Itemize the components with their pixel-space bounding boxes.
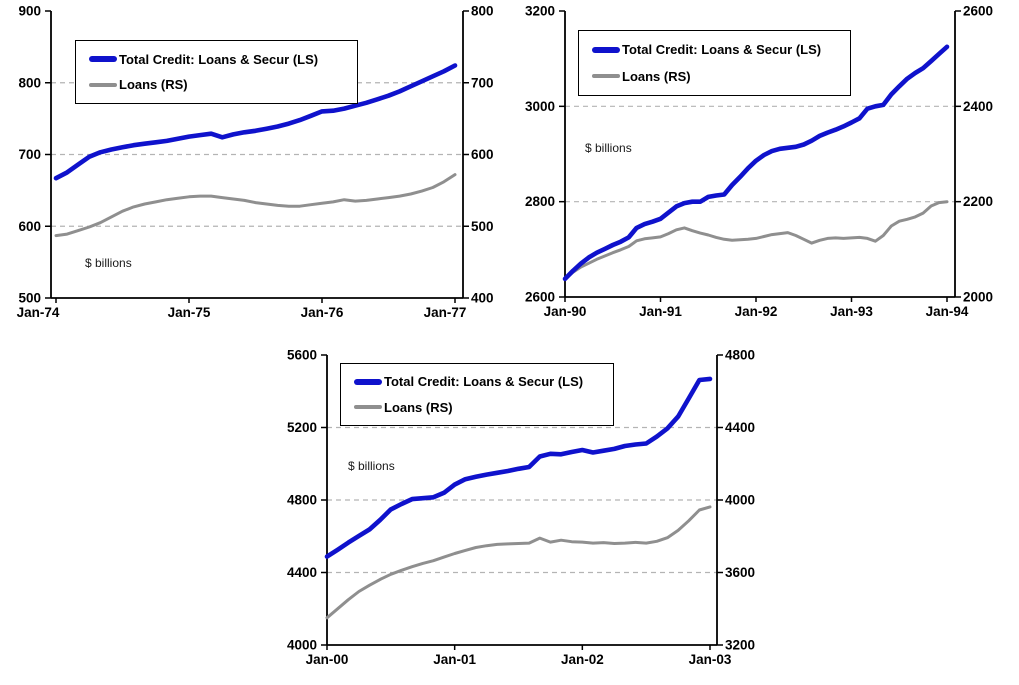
legend-item-loans: Loans (RS) xyxy=(354,400,613,415)
x-axis-tick-label: Jan-00 xyxy=(306,652,349,667)
right-axis-tick-label: 2200 xyxy=(963,194,993,209)
left-axis-tick-label: 4000 xyxy=(287,638,317,653)
left-axis-tick-label: 5200 xyxy=(287,420,317,435)
right-axis-tick-label: 3200 xyxy=(725,638,755,653)
total-credit-line xyxy=(53,63,458,181)
left-axis-tick-label: 600 xyxy=(18,219,41,234)
total-credit-line-swatch xyxy=(354,378,382,385)
right-axis-tick-label: 4800 xyxy=(725,348,755,363)
legend-item-total-credit: Total Credit: Loans & Secur (LS) xyxy=(592,42,850,57)
units-label: $ billions xyxy=(585,141,632,155)
chart-1974-1977: 500 600 700 800 900 400 500 600 700 800 Jan-74 Jan-… xyxy=(0,0,505,335)
x-axis-tick-label: Jan-77 xyxy=(424,305,467,320)
legend-item-total-credit: Total Credit: Loans & Secur (LS) xyxy=(354,374,613,389)
left-axis-tick-label: 4800 xyxy=(287,493,317,508)
legend-item-loans: Loans (RS) xyxy=(592,69,850,84)
left-axis-tick-label: 3200 xyxy=(525,4,555,19)
left-axis-tick-label: 700 xyxy=(18,147,41,162)
right-axis-tick-label: 4000 xyxy=(725,493,755,508)
x-axis-tick-label: Jan-93 xyxy=(830,304,873,319)
legend-label-loans: Loans (RS) xyxy=(384,399,453,415)
right-axis-tick-label: 600 xyxy=(471,147,494,162)
left-axis-tick-label: 500 xyxy=(18,291,41,306)
legend-label-total-credit: Total Credit: Loans & Secur (LS) xyxy=(622,42,822,58)
left-axis-tick-label: 2800 xyxy=(525,194,555,209)
right-axis-tick-label: 2600 xyxy=(963,4,993,19)
x-axis-tick-label: Jan-74 xyxy=(17,305,60,320)
right-axis-tick-label: 2000 xyxy=(963,290,993,305)
legend-label-total-credit: Total Credit: Loans & Secur (LS) xyxy=(119,51,319,67)
units-label: $ billions xyxy=(348,459,395,473)
right-axis-tick-label: 500 xyxy=(471,219,494,234)
x-axis-tick-label: Jan-03 xyxy=(689,652,732,667)
left-axis-tick-label: 2600 xyxy=(525,290,555,305)
total-credit-line-swatch xyxy=(592,46,620,53)
right-axis-tick-label: 800 xyxy=(471,4,494,19)
right-axis-tick-label: 400 xyxy=(471,291,494,306)
x-axis-tick-label: Jan-94 xyxy=(926,304,969,319)
legend-item-loans: Loans (RS) xyxy=(89,77,357,92)
right-axis-tick-label: 700 xyxy=(471,75,494,90)
x-axis-tick-label: Jan-02 xyxy=(561,652,604,667)
total-credit-line-swatch xyxy=(89,56,117,63)
legend-box: Total Credit: Loans & Secur (LS) Loans (… xyxy=(75,40,358,104)
legend-label-total-credit: Total Credit: Loans & Secur (LS) xyxy=(384,374,584,390)
x-axis-tick-label: Jan-92 xyxy=(735,304,778,319)
x-axis-tick-label: Jan-90 xyxy=(544,304,587,319)
loans-line-swatch xyxy=(89,82,117,87)
total-credit-line xyxy=(324,376,713,559)
left-axis-tick-label: 900 xyxy=(18,4,41,19)
loans-line xyxy=(563,200,949,281)
plot-svg: 4000 4400 4800 5200 5600 3200 3600 4000 4400 4800… xyxy=(287,348,755,668)
right-axis-tick-label: 3600 xyxy=(725,565,755,580)
loans-line-swatch xyxy=(354,405,382,410)
left-axis-tick-label: 800 xyxy=(18,75,41,90)
chart-2000-2003: 4000 4400 4800 5200 5600 3200 3600 4000 4400 4800… xyxy=(270,340,775,685)
chart-1990-1994: 2600 2800 3000 3200 2000 2200 2400 2600 Jan-90 Ja… xyxy=(505,0,1019,335)
loans-line-swatch xyxy=(592,74,620,79)
x-axis-tick-label: Jan-76 xyxy=(301,305,344,320)
total-credit-line xyxy=(562,44,950,282)
x-axis-tick-label: Jan-75 xyxy=(168,305,211,320)
legend-item-total-credit: Total Credit: Loans & Secur (LS) xyxy=(89,52,357,67)
right-axis-tick-label: 4400 xyxy=(725,420,755,435)
legend-label-loans: Loans (RS) xyxy=(622,68,691,84)
x-axis-tick-label: Jan-91 xyxy=(639,304,682,319)
loans-line xyxy=(54,173,457,238)
left-axis-tick-label: 5600 xyxy=(287,348,317,363)
plot-svg: 500 600 700 800 900 400 500 600 700 800 Jan-74 Jan-… xyxy=(17,4,494,321)
loans-line xyxy=(325,505,712,620)
units-label: $ billions xyxy=(85,256,132,270)
x-axis-tick-label: Jan-01 xyxy=(433,652,476,667)
left-axis-tick-label: 4400 xyxy=(287,565,317,580)
right-axis-tick-label: 2400 xyxy=(963,99,993,114)
left-axis-tick-label: 3000 xyxy=(525,99,555,114)
legend-label-loans: Loans (RS) xyxy=(119,77,188,93)
legend-box: Total Credit: Loans & Secur (LS) Loans (… xyxy=(340,363,614,426)
legend-box: Total Credit: Loans & Secur (LS) Loans (… xyxy=(578,30,851,96)
